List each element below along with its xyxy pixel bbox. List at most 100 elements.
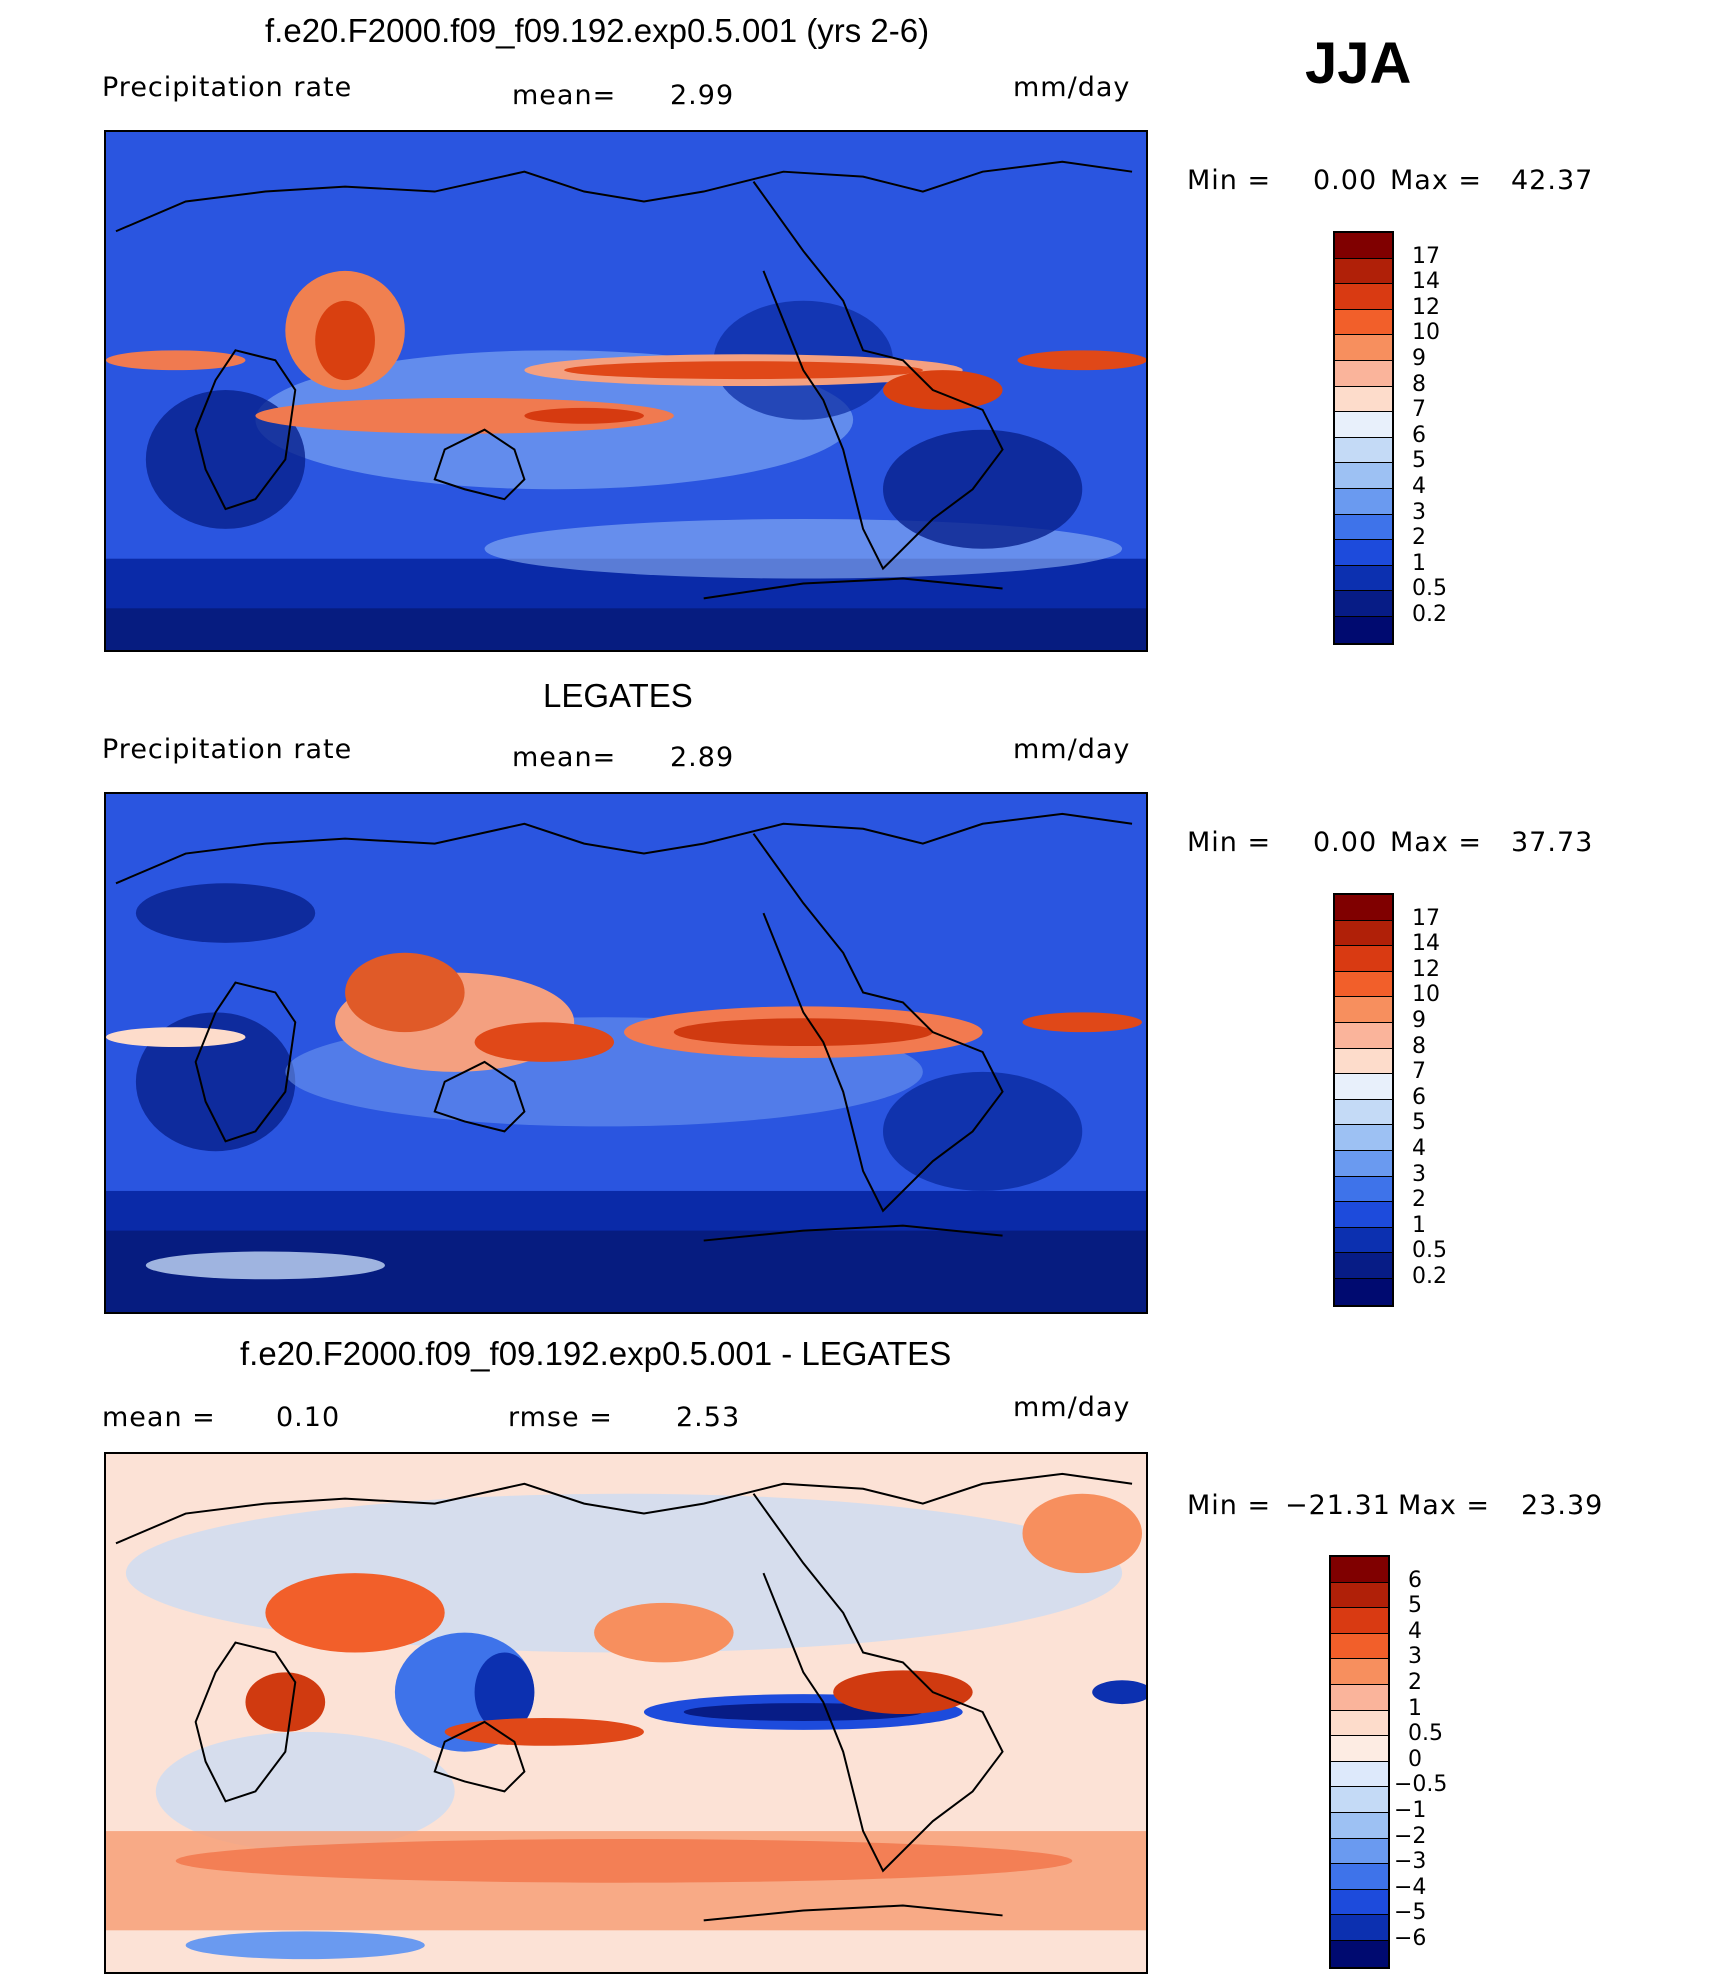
colorbar-tick-label: 2 xyxy=(1412,1187,1426,1213)
colorbar-tick-label: −3 xyxy=(1394,1849,1427,1875)
colorbar-tick-label: 9 xyxy=(1412,346,1426,371)
colorbar-swatch xyxy=(1335,1150,1392,1177)
season-label: JJA xyxy=(1305,31,1412,96)
colorbar-swatch xyxy=(1331,1787,1388,1813)
colorbar-tick-label: −5 xyxy=(1394,1900,1427,1926)
colorbar-tick-label: 6 xyxy=(1412,1084,1426,1110)
colorbar-swatch xyxy=(1335,1048,1392,1075)
colorbar-swatch xyxy=(1335,1278,1392,1305)
colorbar-swatch xyxy=(1331,1812,1388,1839)
colorbar-tick-label: 7 xyxy=(1412,397,1426,423)
panel-2-max-value: 37.73 xyxy=(1511,827,1594,858)
colorbar-swatch xyxy=(1331,1864,1388,1890)
colorbar-tick-label: 17 xyxy=(1412,905,1440,931)
panel-2-map xyxy=(104,792,1148,1314)
colorbar-tick-label: 0.2 xyxy=(1412,602,1447,627)
colorbar-swatch xyxy=(1335,1202,1392,1228)
panel-2-min-label: Min = xyxy=(1187,827,1272,858)
colorbar-tick-label: 14 xyxy=(1412,931,1440,957)
colorbar-swatch xyxy=(1335,386,1392,413)
colorbar-swatch xyxy=(1335,920,1392,947)
colorbar-swatch xyxy=(1335,565,1392,592)
panel-1-min-label: Min = xyxy=(1187,165,1272,196)
colorbar-swatch xyxy=(1331,1582,1388,1609)
panel-1-map xyxy=(104,130,1148,652)
colorbar-swatch xyxy=(1331,1761,1388,1788)
panel-3-colorbar xyxy=(1329,1555,1390,1969)
panel-1-colorbar xyxy=(1333,231,1394,645)
colorbar-tick-label: 6 xyxy=(1412,422,1426,448)
colorbar-tick-label: 5 xyxy=(1412,1110,1426,1136)
colorbar-tick-label: 4 xyxy=(1412,474,1426,499)
colorbar-tick-label: 0.5 xyxy=(1408,1721,1443,1747)
colorbar-tick-label: 0 xyxy=(1408,1746,1422,1772)
colorbar-swatch xyxy=(1335,1022,1392,1049)
colorbar-tick-label: 10 xyxy=(1412,982,1440,1008)
colorbar-tick-label: −2 xyxy=(1394,1823,1427,1849)
colorbar-swatch xyxy=(1335,463,1392,489)
colorbar-tick-label: 9 xyxy=(1412,1008,1426,1033)
colorbar-swatch xyxy=(1335,488,1392,515)
colorbar-swatch xyxy=(1331,1838,1388,1865)
colorbar-swatch xyxy=(1335,1074,1392,1100)
colorbar-swatch xyxy=(1335,233,1392,259)
colorbar-tick-label: 0.2 xyxy=(1412,1264,1447,1289)
panel-2-colorbar xyxy=(1333,893,1394,1307)
colorbar-swatch xyxy=(1335,591,1392,617)
panel-1-max-value: 42.37 xyxy=(1511,165,1594,196)
panel-1-units: mm/day xyxy=(1013,72,1131,103)
colorbar-swatch xyxy=(1335,514,1392,541)
colorbar-swatch xyxy=(1335,946,1392,972)
colorbar-tick-label: 0.5 xyxy=(1412,1238,1447,1264)
colorbar-swatch xyxy=(1331,1889,1388,1916)
colorbar-tick-label: 4 xyxy=(1408,1618,1422,1644)
panel-1-mean-value: 2.99 xyxy=(670,80,735,111)
panel-1-mean-label: mean= xyxy=(512,80,617,111)
colorbar-tick-label: 1 xyxy=(1408,1695,1422,1721)
colorbar-tick-label: 4 xyxy=(1412,1136,1426,1161)
colorbar-tick-label: −4 xyxy=(1394,1874,1427,1900)
panel-1-variable-label: Precipitation rate xyxy=(102,72,353,103)
panel-3-mean-label: mean = xyxy=(102,1402,216,1433)
panel-2-mean-label: mean= xyxy=(512,742,617,773)
colorbar-tick-label: −0.5 xyxy=(1394,1772,1448,1798)
colorbar-tick-label: 5 xyxy=(1408,1593,1422,1619)
colorbar-tick-label: 10 xyxy=(1412,320,1440,346)
colorbar-swatch xyxy=(1335,412,1392,438)
colorbar-swatch xyxy=(1335,309,1392,336)
colorbar-tick-label: 2 xyxy=(1412,525,1426,551)
panel-2-title: LEGATES xyxy=(543,677,693,714)
colorbar-swatch xyxy=(1331,1633,1388,1660)
colorbar-swatch xyxy=(1331,1940,1388,1967)
colorbar-swatch xyxy=(1335,1125,1392,1151)
colorbar-swatch xyxy=(1331,1608,1388,1634)
colorbar-swatch xyxy=(1335,284,1392,310)
colorbar-tick-label: 3 xyxy=(1412,499,1426,525)
colorbar-swatch xyxy=(1335,1176,1392,1203)
colorbar-swatch xyxy=(1335,360,1392,387)
colorbar-swatch xyxy=(1335,997,1392,1023)
colorbar-swatch xyxy=(1331,1684,1388,1711)
colorbar-tick-label: 5 xyxy=(1412,448,1426,474)
colorbar-tick-label: 12 xyxy=(1412,294,1440,320)
panel-1-title: f.e20.F2000.f09_f09.192.exp0.5.001 (yrs … xyxy=(265,12,930,49)
colorbar-swatch xyxy=(1331,1736,1388,1762)
colorbar-swatch xyxy=(1335,616,1392,643)
colorbar-swatch xyxy=(1335,895,1392,921)
colorbar-swatch xyxy=(1335,971,1392,998)
panel-1-max-label: Max = xyxy=(1390,165,1483,196)
colorbar-swatch xyxy=(1331,1915,1388,1941)
panel-2-units: mm/day xyxy=(1013,734,1131,765)
colorbar-swatch xyxy=(1335,258,1392,285)
panel-2-variable-label: Precipitation rate xyxy=(102,734,353,765)
colorbar-tick-label: 17 xyxy=(1412,243,1440,269)
colorbar-tick-label: 1 xyxy=(1412,550,1426,576)
colorbar-tick-label: 0.5 xyxy=(1412,576,1447,602)
panel-3-min-label: Min = xyxy=(1187,1490,1272,1521)
colorbar-tick-label: 14 xyxy=(1412,269,1440,295)
colorbar-swatch xyxy=(1335,437,1392,464)
panel-1-min-value: 0.00 xyxy=(1313,165,1378,196)
colorbar-swatch xyxy=(1331,1557,1388,1583)
colorbar-tick-label: 8 xyxy=(1412,371,1426,397)
panel-3-max-value: 23.39 xyxy=(1521,1490,1604,1521)
